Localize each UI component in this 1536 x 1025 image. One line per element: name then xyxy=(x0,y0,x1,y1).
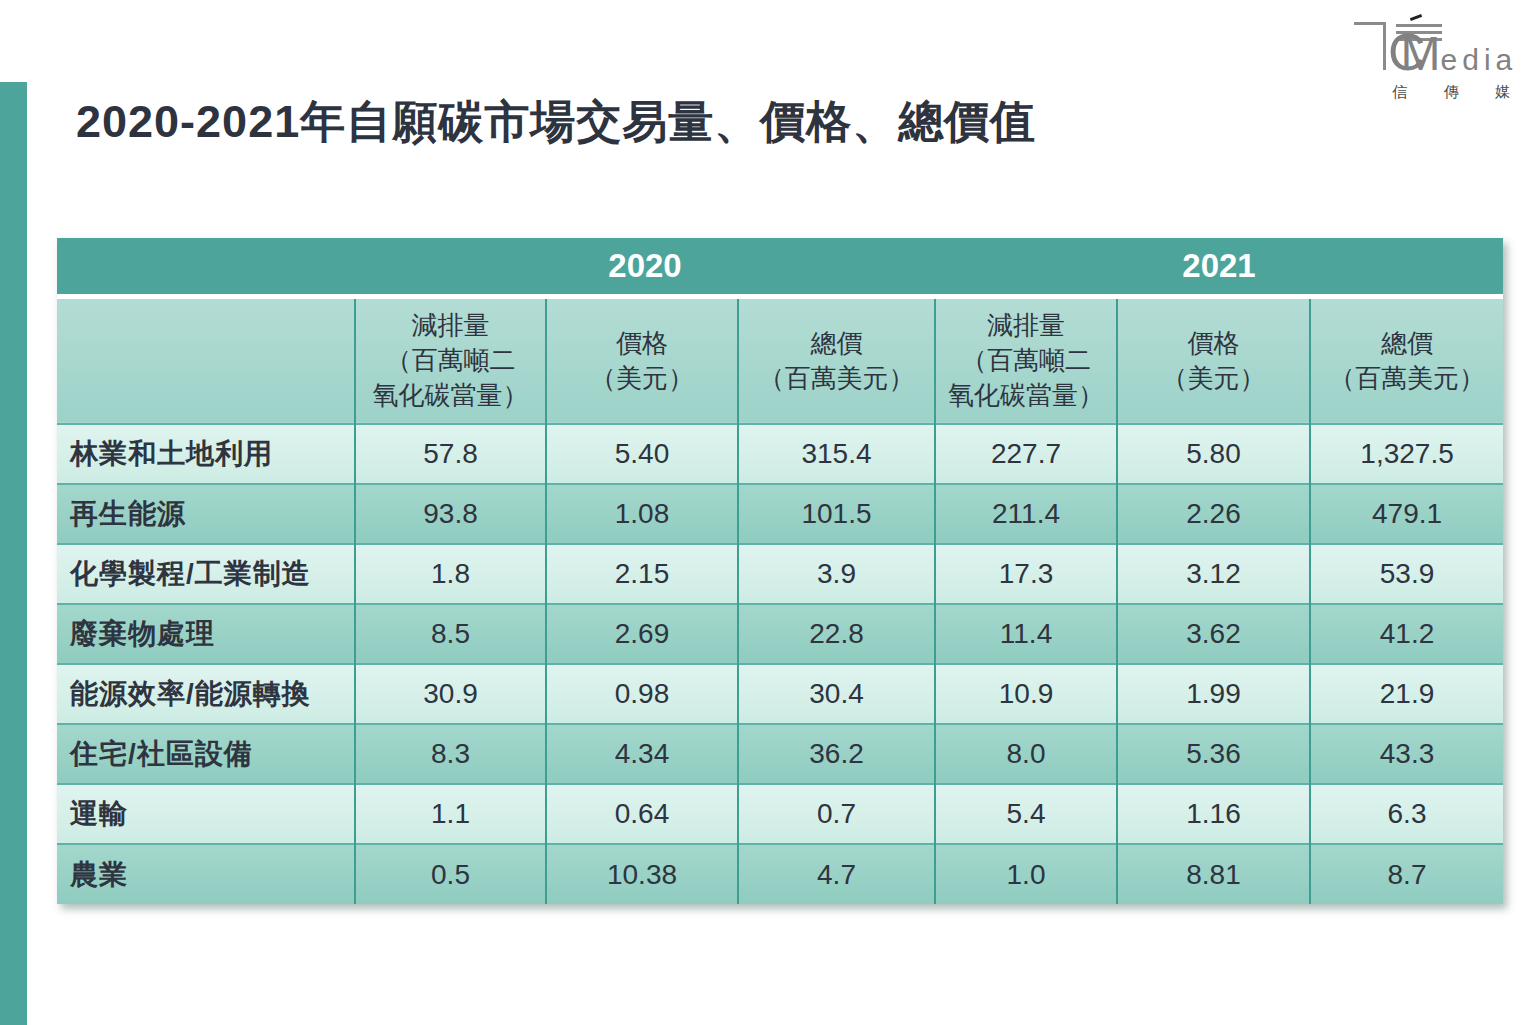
col-header-2021-volume: 減排量 （百萬噸二 氧化碳當量） xyxy=(935,296,1117,424)
col-header-2020-volume: 減排量 （百萬噸二 氧化碳當量） xyxy=(355,296,546,424)
cell: 6.3 xyxy=(1310,784,1503,844)
carbon-market-table-wrap: 2020 2021 減排量 （百萬噸二 氧化碳當量） 價格 （美元） 總價 （百… xyxy=(57,238,1503,904)
cell: 30.4 xyxy=(738,664,935,724)
cell: 315.4 xyxy=(738,424,935,484)
table-row: 運輸 1.1 0.64 0.7 5.4 1.16 6.3 xyxy=(57,784,1503,844)
cell: 5.4 xyxy=(935,784,1117,844)
cell: 1.99 xyxy=(1117,664,1310,724)
cell: 3.9 xyxy=(738,544,935,604)
row-label: 運輸 xyxy=(57,784,355,844)
row-label: 再生能源 xyxy=(57,484,355,544)
cell: 5.80 xyxy=(1117,424,1310,484)
cell: 211.4 xyxy=(935,484,1117,544)
cell: 1.16 xyxy=(1117,784,1310,844)
cell: 1.0 xyxy=(935,844,1117,904)
cell: 30.9 xyxy=(355,664,546,724)
cell: 10.38 xyxy=(546,844,738,904)
logo-cn-char: 媒 xyxy=(1495,83,1510,102)
row-label: 化學製程/工業制造 xyxy=(57,544,355,604)
corner-cell xyxy=(57,296,355,424)
cell: 3.12 xyxy=(1117,544,1310,604)
cell: 11.4 xyxy=(935,604,1117,664)
cell: 53.9 xyxy=(1310,544,1503,604)
cell: 2.69 xyxy=(546,604,738,664)
cell: 2.26 xyxy=(1117,484,1310,544)
cell: 3.62 xyxy=(1117,604,1310,664)
cell: 17.3 xyxy=(935,544,1117,604)
cell: 8.5 xyxy=(355,604,546,664)
table-row: 農業 0.5 10.38 4.7 1.0 8.81 8.7 xyxy=(57,844,1503,904)
cell: 10.9 xyxy=(935,664,1117,724)
page-title: 2020-2021年自願碳市場交易量、價格、總價值 xyxy=(76,92,1036,152)
cell: 4.34 xyxy=(546,724,738,784)
column-header-row: 減排量 （百萬噸二 氧化碳當量） 價格 （美元） 總價 （百萬美元） 減排量 （… xyxy=(57,296,1503,424)
col-header-2021-total: 總價 （百萬美元） xyxy=(1310,296,1503,424)
cell: 0.98 xyxy=(546,664,738,724)
corner-cell xyxy=(57,238,355,296)
table-row: 林業和土地利用 57.8 5.40 315.4 227.7 5.80 1,327… xyxy=(57,424,1503,484)
cell: 43.3 xyxy=(1310,724,1503,784)
logo-letters-edia: edia xyxy=(1441,43,1518,76)
cell: 5.36 xyxy=(1117,724,1310,784)
cell: 0.64 xyxy=(546,784,738,844)
row-label: 農業 xyxy=(57,844,355,904)
logo-cn-char: 傳 xyxy=(1444,83,1459,102)
logo-cn-char: 信 xyxy=(1392,83,1407,102)
cell: 0.7 xyxy=(738,784,935,844)
cell: 22.8 xyxy=(738,604,935,664)
table-row: 廢棄物處理 8.5 2.69 22.8 11.4 3.62 41.2 xyxy=(57,604,1503,664)
logo-bracket-icon xyxy=(1354,22,1386,70)
row-label: 能源效率/能源轉換 xyxy=(57,664,355,724)
cell: 8.3 xyxy=(355,724,546,784)
table-row: 能源效率/能源轉換 30.9 0.98 30.4 10.9 1.99 21.9 xyxy=(57,664,1503,724)
col-header-2020-total: 總價 （百萬美元） xyxy=(738,296,935,424)
logo-letter-m: M xyxy=(1401,27,1441,80)
row-label: 住宅/社區設備 xyxy=(57,724,355,784)
cell: 2.15 xyxy=(546,544,738,604)
cell: 1.1 xyxy=(355,784,546,844)
cell: 0.5 xyxy=(355,844,546,904)
cell: 57.8 xyxy=(355,424,546,484)
year-header-2020: 2020 xyxy=(355,238,935,296)
logo-wordmark: CMedia xyxy=(1388,26,1517,80)
col-header-2021-price: 價格 （美元） xyxy=(1117,296,1310,424)
cell: 93.8 xyxy=(355,484,546,544)
logo-tick-icon xyxy=(1410,14,1422,21)
year-header-2021: 2021 xyxy=(935,238,1503,296)
cell: 8.81 xyxy=(1117,844,1310,904)
cell: 1.08 xyxy=(546,484,738,544)
year-header-row: 2020 2021 xyxy=(57,238,1503,296)
cell: 5.40 xyxy=(546,424,738,484)
cell: 227.7 xyxy=(935,424,1117,484)
table-row: 化學製程/工業制造 1.8 2.15 3.9 17.3 3.12 53.9 xyxy=(57,544,1503,604)
cell: 8.7 xyxy=(1310,844,1503,904)
table-row: 住宅/社區設備 8.3 4.34 36.2 8.0 5.36 43.3 xyxy=(57,724,1503,784)
carbon-market-table: 2020 2021 減排量 （百萬噸二 氧化碳當量） 價格 （美元） 總價 （百… xyxy=(57,238,1503,904)
col-header-2020-price: 價格 （美元） xyxy=(546,296,738,424)
cell: 4.7 xyxy=(738,844,935,904)
cell: 1,327.5 xyxy=(1310,424,1503,484)
cmedia-logo: CMedia 信 傳 媒 xyxy=(1352,8,1512,102)
row-label: 林業和土地利用 xyxy=(57,424,355,484)
logo-chinese-name: 信 傳 媒 xyxy=(1392,83,1510,102)
cell: 8.0 xyxy=(935,724,1117,784)
cell: 1.8 xyxy=(355,544,546,604)
cell: 101.5 xyxy=(738,484,935,544)
cell: 479.1 xyxy=(1310,484,1503,544)
table-row: 再生能源 93.8 1.08 101.5 211.4 2.26 479.1 xyxy=(57,484,1503,544)
cell: 41.2 xyxy=(1310,604,1503,664)
left-accent-bar xyxy=(0,82,27,1025)
cell: 21.9 xyxy=(1310,664,1503,724)
cell: 36.2 xyxy=(738,724,935,784)
row-label: 廢棄物處理 xyxy=(57,604,355,664)
